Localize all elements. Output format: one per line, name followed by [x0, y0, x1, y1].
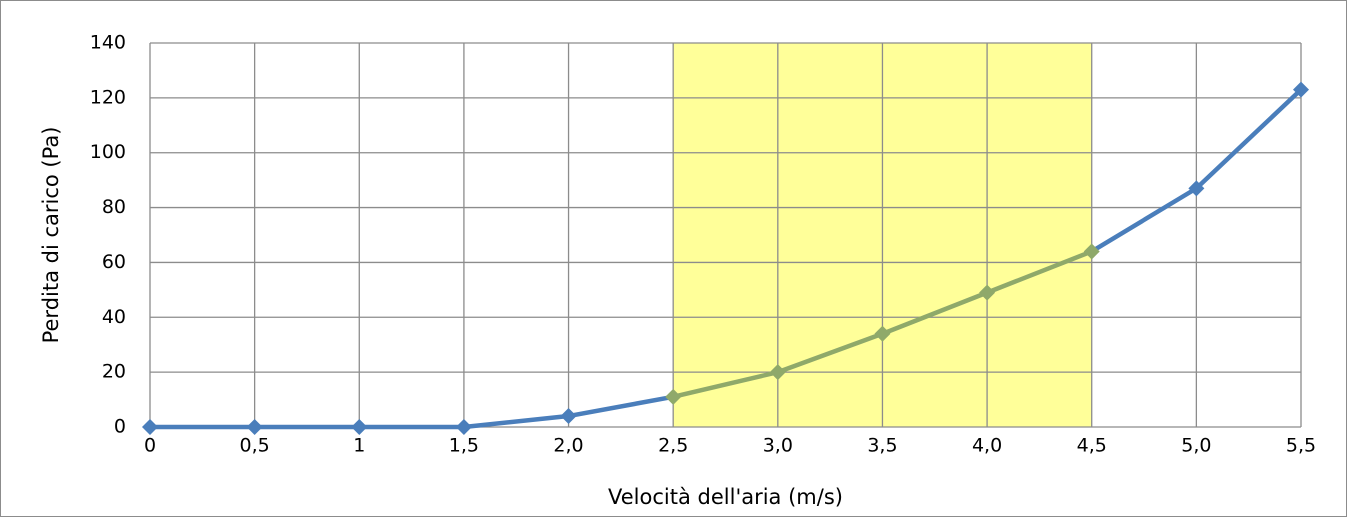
x-tick-label-5: 2,5: [658, 435, 688, 457]
y-axis-title: Perdita di carico (Pa): [39, 127, 63, 344]
data-point-5: [665, 388, 682, 405]
data-point-11: [1293, 81, 1309, 98]
x-tick-label-3: 1,5: [449, 435, 479, 457]
series-segment-6: [775, 331, 885, 375]
x-tick-label-4: 2,0: [553, 435, 583, 457]
y-tick-label-1: 20: [102, 361, 126, 383]
series-segment-10: [1194, 87, 1304, 191]
y-tick-label-4: 80: [102, 196, 126, 218]
series-segment-7: [880, 290, 990, 336]
series-segment-5: [670, 369, 781, 400]
marker-layer: [142, 81, 1309, 435]
x-tick-label-10: 5,0: [1181, 435, 1211, 457]
series-line-layer: [147, 87, 1304, 430]
y-tick-label-6: 120: [90, 86, 126, 108]
grid-layer: [149, 42, 1302, 428]
data-point-4: [560, 408, 577, 425]
x-tick-label-9: 4,5: [1077, 435, 1107, 457]
data-point-2: [351, 419, 368, 435]
y-tick-label-0: 0: [114, 416, 126, 438]
y-tick-label-5: 100: [90, 141, 126, 163]
x-axis-title: Velocità dell'aria (m/s): [608, 485, 843, 509]
data-point-9: [1083, 243, 1100, 260]
x-tick-label-2: 1: [353, 435, 365, 457]
x-tick-label-11: 5,5: [1286, 435, 1316, 457]
x-tick-label-8: 4,0: [972, 435, 1002, 457]
y-tick-label-2: 40: [102, 306, 126, 328]
data-point-8: [979, 284, 996, 301]
data-point-6: [769, 364, 786, 381]
series-segment-9: [1089, 186, 1199, 254]
data-point-7: [874, 325, 891, 342]
x-tick-label-6: 3,0: [763, 435, 793, 457]
x-tick-label-0: 0: [144, 435, 156, 457]
x-tick-label-1: 0,5: [240, 435, 270, 457]
data-point-1: [246, 419, 263, 435]
data-point-3: [455, 419, 472, 435]
y-tick-labels: 0 20 40 60 80 100 120 140: [90, 32, 126, 438]
x-tick-label-7: 3,5: [867, 435, 897, 457]
series-segment-8: [984, 249, 1094, 295]
data-point-10: [1188, 180, 1205, 197]
data-point-0: [142, 419, 158, 435]
y-tick-label-3: 60: [102, 251, 126, 273]
y-tick-label-7: 140: [90, 32, 126, 54]
series-segment-3: [461, 413, 571, 430]
x-tick-labels: 0 0,5 1 1,5 2,0 2,5 3,0 3,5 4,0 4,5 5,0 5,5: [144, 435, 1316, 457]
series-segment-4: [566, 394, 676, 419]
